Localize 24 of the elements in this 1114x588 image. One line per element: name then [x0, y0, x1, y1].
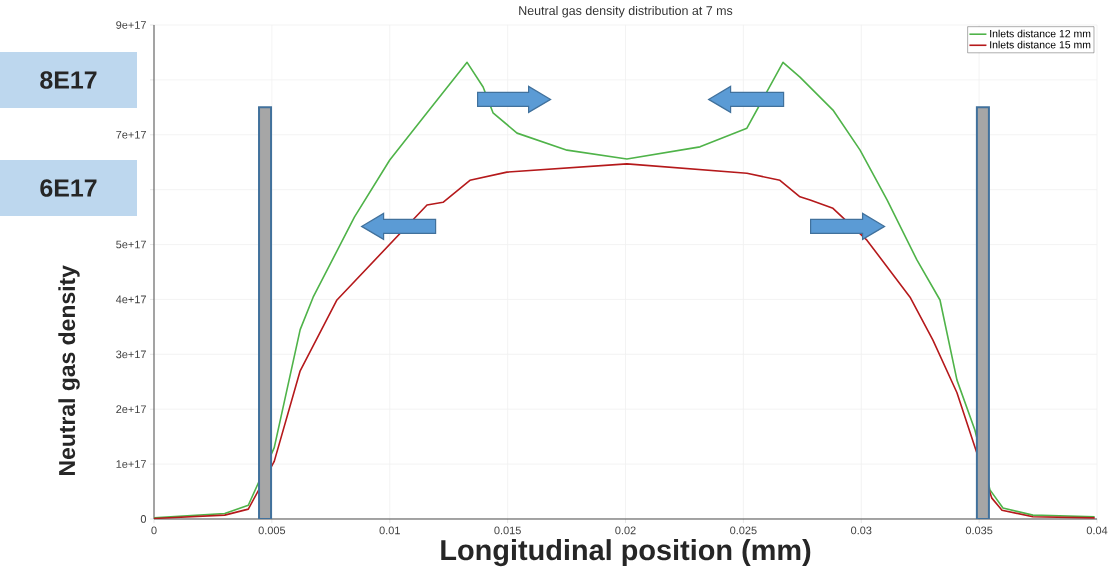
y-tick-label: 0 — [140, 515, 147, 523]
x-tick-label: 0.035 — [965, 526, 993, 535]
x-tick-label: 0.02 — [615, 526, 636, 535]
x-tick-label: 0.015 — [494, 526, 521, 535]
x-axis-title: Longitudinal position (mm) — [441, 539, 811, 567]
y-tick-label: 7e+17 — [116, 130, 146, 139]
legend-label: Inlets distance 15 mm — [990, 40, 1091, 49]
x-tick-label: 0.04 — [1086, 526, 1108, 535]
y-tick-label: 9e+17 — [116, 21, 146, 29]
x-tick-label: 0.005 — [258, 526, 286, 535]
y-tick-label: 2e+17 — [116, 405, 146, 414]
x-tick-label: 0.03 — [851, 526, 872, 535]
x-tick-label: 0 — [151, 526, 157, 535]
y-axis-title: Neutral gas density — [58, 265, 80, 475]
x-tick-label: 0.025 — [730, 526, 757, 535]
chart-title: Neutral gas density distribution at 7 ms — [519, 5, 733, 18]
y-tick-label: 4e+17 — [115, 295, 146, 304]
legend-label: Inlets distance 12 mm — [990, 29, 1091, 38]
text: 8E17 — [40, 71, 97, 89]
x-tick-label: 0.01 — [379, 526, 400, 535]
y-tick-label: 1e+17 — [116, 460, 146, 468]
text: 6E17 — [40, 179, 97, 197]
y-tick-label: 5e+17 — [116, 240, 146, 249]
y-tick-label: 3e+17 — [116, 350, 146, 359]
